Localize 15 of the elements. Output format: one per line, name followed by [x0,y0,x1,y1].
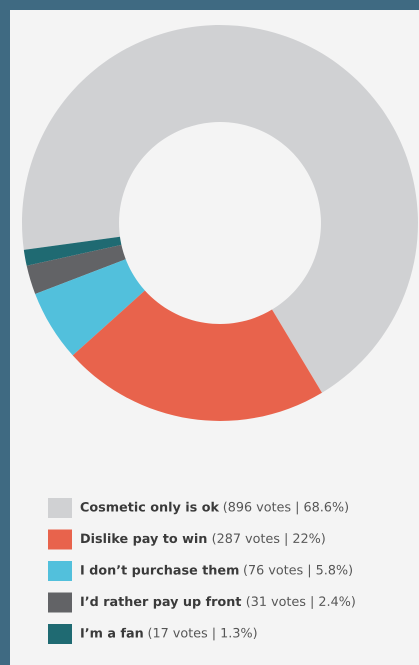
legend-label: I’d rather pay up front [81,596,242,609]
donut-slice [24,236,122,266]
donut-slice [35,259,145,356]
legend-label: Cosmetic only is ok [80,502,220,514]
data-label: (76 votes | 5.8%) [244,564,352,578]
donut-slice [22,25,418,393]
donut-slice [72,290,322,421]
data-label: (287 votes | 22%) [212,533,325,546]
data-label: (17 votes | 1.3%) [148,628,256,640]
legend-label: I don’t purchase them [81,564,238,578]
data-label: (896 votes | 68.6%) [224,502,348,514]
legend-label: I’m a fan [81,628,143,638]
legend-label: Dislike pay to win [81,533,206,546]
data-label: (31 votes | 2.4%) [246,596,355,609]
donut-slice [26,244,126,294]
